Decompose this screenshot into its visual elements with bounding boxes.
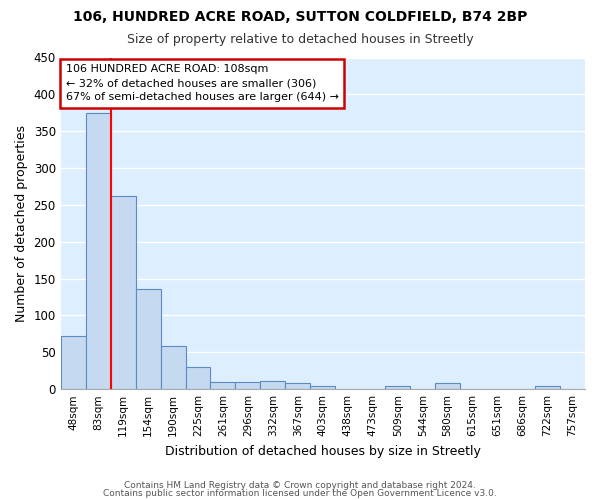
Y-axis label: Number of detached properties: Number of detached properties	[15, 125, 28, 322]
Bar	[260, 381, 286, 389]
Bar	[86, 113, 110, 389]
Bar	[136, 289, 161, 389]
Bar	[161, 346, 185, 389]
Bar	[535, 386, 560, 389]
Bar	[61, 336, 86, 389]
Bar	[185, 367, 211, 389]
Bar	[110, 196, 136, 389]
Bar	[310, 386, 335, 389]
Bar	[286, 384, 310, 389]
Bar	[211, 382, 235, 389]
Bar	[435, 384, 460, 389]
Text: Contains public sector information licensed under the Open Government Licence v3: Contains public sector information licen…	[103, 489, 497, 498]
Text: 106 HUNDRED ACRE ROAD: 108sqm
← 32% of detached houses are smaller (306)
67% of : 106 HUNDRED ACRE ROAD: 108sqm ← 32% of d…	[66, 64, 339, 102]
Text: Contains HM Land Registry data © Crown copyright and database right 2024.: Contains HM Land Registry data © Crown c…	[124, 480, 476, 490]
Text: 106, HUNDRED ACRE ROAD, SUTTON COLDFIELD, B74 2BP: 106, HUNDRED ACRE ROAD, SUTTON COLDFIELD…	[73, 10, 527, 24]
Text: Size of property relative to detached houses in Streetly: Size of property relative to detached ho…	[127, 32, 473, 46]
Bar	[235, 382, 260, 389]
Bar	[385, 386, 410, 389]
X-axis label: Distribution of detached houses by size in Streetly: Distribution of detached houses by size …	[165, 444, 481, 458]
